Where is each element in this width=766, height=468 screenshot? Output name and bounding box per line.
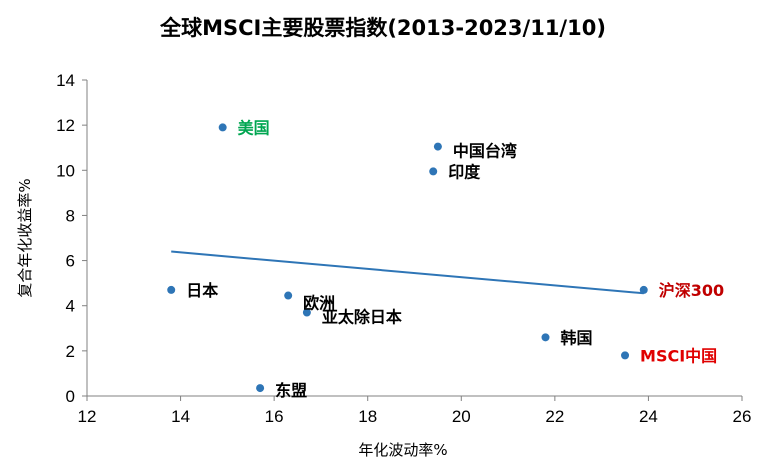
y-tick-label: 12 bbox=[56, 116, 75, 135]
y-tick-label: 4 bbox=[66, 297, 75, 316]
axes bbox=[86, 80, 742, 397]
point-label: 亚太除日本 bbox=[322, 307, 402, 326]
data-point bbox=[302, 308, 311, 317]
chart-title: 全球MSCI主要股票指数(2013-2023/11/10) bbox=[159, 16, 606, 40]
data-point bbox=[541, 333, 550, 342]
y-tick-label: 10 bbox=[56, 161, 75, 180]
x-tick-label: 18 bbox=[358, 407, 377, 426]
data-point bbox=[639, 285, 648, 294]
x-tick-label: 14 bbox=[171, 407, 190, 426]
y-tick-label: 14 bbox=[56, 71, 75, 90]
data-points bbox=[167, 123, 648, 393]
point-label: MSCI中国 bbox=[640, 346, 717, 365]
y-tick-label: 6 bbox=[66, 252, 75, 271]
x-tick-label: 24 bbox=[639, 407, 658, 426]
point-label: 日本 bbox=[186, 281, 218, 300]
point-label: 中国台湾 bbox=[453, 142, 517, 161]
x-tick-label: 16 bbox=[265, 407, 284, 426]
point-label: 印度 bbox=[448, 162, 481, 181]
y-tick-label: 8 bbox=[66, 206, 75, 225]
trendline-group bbox=[171, 250, 644, 295]
data-point bbox=[433, 142, 442, 151]
trendline bbox=[171, 250, 644, 295]
point-label: 东盟 bbox=[275, 381, 307, 400]
x-tick-label: 26 bbox=[733, 407, 752, 426]
data-point bbox=[429, 167, 438, 176]
data-point bbox=[167, 285, 176, 294]
x-tick-label: 20 bbox=[452, 407, 471, 426]
y-tick-label: 0 bbox=[66, 387, 75, 406]
x-tick-label: 12 bbox=[78, 407, 97, 426]
point-label: 韩国 bbox=[561, 328, 593, 347]
data-point bbox=[256, 384, 265, 393]
y-tick-label: 2 bbox=[66, 342, 75, 361]
data-point bbox=[621, 351, 630, 360]
data-point bbox=[218, 123, 227, 132]
point-label: 美国 bbox=[238, 118, 270, 137]
y-axis-title: 复合年化收益率% bbox=[16, 178, 34, 297]
point-label: 沪深300 bbox=[659, 281, 724, 300]
data-point bbox=[284, 291, 293, 300]
x-axis-title: 年化波动率% bbox=[358, 441, 447, 459]
point-label: 欧洲 bbox=[303, 294, 335, 313]
x-tick-label: 22 bbox=[545, 407, 564, 426]
